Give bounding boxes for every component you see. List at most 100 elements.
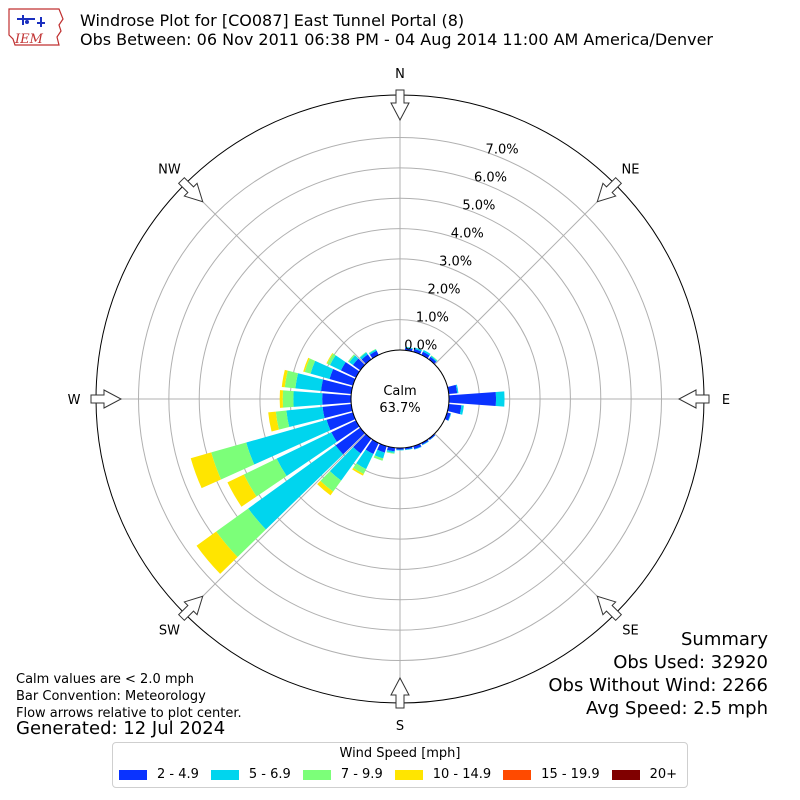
wind-bar-segment — [329, 355, 346, 371]
wind-bar-segment — [374, 449, 385, 459]
grid-spoke — [434, 183, 616, 365]
wind-bar-segment — [455, 384, 459, 394]
wind-bar-segment — [347, 354, 356, 363]
legend-swatch — [210, 769, 239, 780]
direction-label: NE — [622, 162, 640, 177]
radial-tick-label: 0.0% — [404, 339, 437, 354]
flow-arrow-shape — [677, 389, 710, 409]
note-flow-arrows: Flow arrows relative to plot center. — [16, 706, 242, 721]
radial-tick-label: 2.0% — [427, 283, 460, 298]
wind-bar-segment — [386, 450, 395, 453]
wind-bar-segment — [331, 420, 360, 442]
wind-bar-segment — [268, 411, 279, 432]
flow-arrow-shape — [90, 389, 123, 409]
flow-arrow-icon — [90, 389, 123, 409]
wind-bar-segment — [321, 379, 353, 395]
wind-bar-segment — [327, 353, 336, 366]
wind-bar-segment — [356, 449, 374, 470]
wind-bar-segment — [365, 439, 379, 455]
wind-bar-segment — [295, 373, 324, 391]
wind-bar-segment — [361, 354, 372, 364]
legend-label: 5 - 6.9 — [248, 767, 291, 782]
legend-label: 15 - 19.9 — [541, 767, 600, 782]
wind-bar-segment — [326, 353, 334, 364]
note-calm-threshold: Calm values are < 2.0 mph — [16, 672, 195, 687]
wind-bar-segment — [340, 362, 360, 378]
wind-bar-segment — [414, 347, 422, 352]
wind-bar-segment — [196, 531, 238, 574]
flow-arrow-shape — [390, 89, 410, 122]
summary-obs-without-wind: Obs Without Wind: 2266 — [548, 675, 768, 696]
notes: Calm values are < 2.0 mph Bar Convention… — [16, 671, 242, 722]
flow-arrow-icon — [596, 595, 623, 622]
wind-bar-segment — [448, 391, 497, 407]
wind-bar-segment — [281, 369, 288, 388]
flow-arrow-icon — [177, 176, 204, 203]
legend-item: 2 - 4.9 — [119, 767, 199, 782]
flow-arrow-icon — [390, 676, 410, 709]
flow-arrow-shape — [596, 176, 623, 203]
wind-bar-segment — [310, 360, 334, 380]
legend-label: 10 - 14.9 — [432, 767, 492, 782]
wind-bar-segment — [216, 508, 266, 557]
legend-label: 20+ — [649, 767, 678, 782]
wind-bar-segment — [329, 447, 361, 481]
generated-date: Generated: 12 Jul 2024 — [16, 718, 226, 739]
wind-bar-segment — [413, 348, 422, 355]
legend: Wind Speed [mph] 2 - 4.9 5 - 6.9 7 - 9.9 10… — [112, 742, 688, 788]
legend-item: 15 - 19.9 — [503, 767, 600, 782]
wind-bar-segment — [421, 439, 429, 445]
summary-box: Summary Obs Used: 32920 Obs Without Wind… — [548, 628, 768, 720]
grid-spoke — [184, 433, 366, 615]
wind-bar-segment — [405, 346, 413, 350]
legend-swatch — [119, 769, 147, 780]
legend-title: Wind Speed [mph] — [339, 746, 461, 761]
wind-bar-segment — [279, 390, 284, 408]
legend-item: 5 - 6.9 — [210, 767, 291, 782]
wind-bar-segment — [422, 349, 431, 356]
legend-label: 2 - 4.9 — [157, 767, 199, 782]
direction-label: SW — [159, 624, 180, 639]
radial-tick-label: 4.0% — [451, 227, 484, 242]
wind-bar-segment — [293, 391, 323, 407]
flow-arrow-shape — [177, 595, 204, 622]
legend-item: 7 - 9.9 — [302, 767, 383, 782]
legend-item: 10 - 14.9 — [394, 767, 492, 782]
direction-label: W — [68, 393, 81, 408]
grid-spoke — [184, 183, 366, 365]
wind-bar-segment — [317, 480, 334, 496]
wind-bar-segment — [421, 351, 430, 359]
direction-label: NW — [158, 162, 181, 177]
wind-bar-segment — [447, 403, 462, 415]
wind-bar-segment — [413, 443, 422, 450]
wind-bar-segment — [459, 405, 464, 415]
grid-spoke — [434, 433, 616, 615]
note-bar-convention: Bar Convention: Meteorology — [16, 689, 206, 704]
wind-bar-segment — [322, 403, 353, 419]
flow-arrow-shape — [177, 176, 204, 203]
chart-title: Windrose Plot for [CO087] East Tunnel Po… — [80, 11, 465, 30]
wind-bar-segment — [326, 412, 356, 431]
wind-bar-segment — [386, 451, 395, 454]
wind-bar-segment — [405, 448, 413, 451]
calm-circle — [350, 349, 450, 449]
wind-bar-segment — [373, 455, 384, 461]
direction-label: S — [396, 719, 404, 734]
wind-bar-segment — [495, 391, 505, 407]
legend-swatch — [302, 769, 331, 780]
wind-bar-segment — [211, 442, 255, 480]
wind-bar-segment — [369, 350, 379, 359]
wind-bar-segment — [444, 412, 451, 421]
radial-tick-label: 6.0% — [474, 170, 507, 185]
wind-bar-segment — [448, 413, 452, 421]
wind-bar-segment — [320, 471, 342, 492]
wind-bar-segment — [359, 352, 368, 360]
wind-bar-segment — [227, 474, 257, 507]
direction-label: SE — [622, 624, 638, 639]
wind-bar-segment — [368, 348, 377, 354]
wind-bar-segment — [246, 419, 331, 465]
wind-bar-segment — [335, 427, 365, 455]
wind-bar-segment — [369, 349, 377, 355]
wind-bar-segment — [304, 358, 316, 374]
wind-bar-segment — [282, 390, 294, 408]
